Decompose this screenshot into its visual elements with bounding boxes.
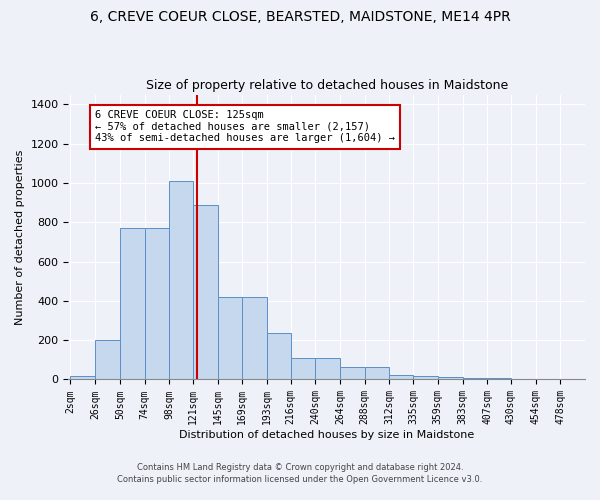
Bar [438, 376, 463, 380]
Bar [267, 334, 290, 380]
Title: Size of property relative to detached houses in Maidstone: Size of property relative to detached ho… [146, 79, 508, 92]
Text: 6 CREVE COEUR CLOSE: 125sqm
← 57% of detached houses are smaller (2,157)
43% of : 6 CREVE COEUR CLOSE: 125sqm ← 57% of det… [95, 110, 395, 144]
Bar [365, 366, 389, 380]
Bar [389, 374, 413, 380]
Text: Contains public sector information licensed under the Open Government Licence v3: Contains public sector information licen… [118, 474, 482, 484]
Bar [340, 366, 365, 380]
Bar [169, 181, 193, 380]
Bar [290, 358, 316, 380]
Text: Contains HM Land Registry data © Crown copyright and database right 2024.: Contains HM Land Registry data © Crown c… [137, 464, 463, 472]
Bar [487, 378, 511, 380]
Text: 6, CREVE COEUR CLOSE, BEARSTED, MAIDSTONE, ME14 4PR: 6, CREVE COEUR CLOSE, BEARSTED, MAIDSTON… [89, 10, 511, 24]
Bar [316, 358, 340, 380]
Bar [218, 297, 242, 380]
X-axis label: Distribution of detached houses by size in Maidstone: Distribution of detached houses by size … [179, 430, 475, 440]
Bar [242, 297, 267, 380]
Y-axis label: Number of detached properties: Number of detached properties [15, 150, 25, 324]
Bar [193, 204, 218, 380]
Bar [463, 378, 487, 380]
Bar [95, 340, 120, 380]
Bar [70, 376, 95, 380]
Bar [145, 228, 169, 380]
Bar [120, 228, 145, 380]
Bar [413, 376, 438, 380]
